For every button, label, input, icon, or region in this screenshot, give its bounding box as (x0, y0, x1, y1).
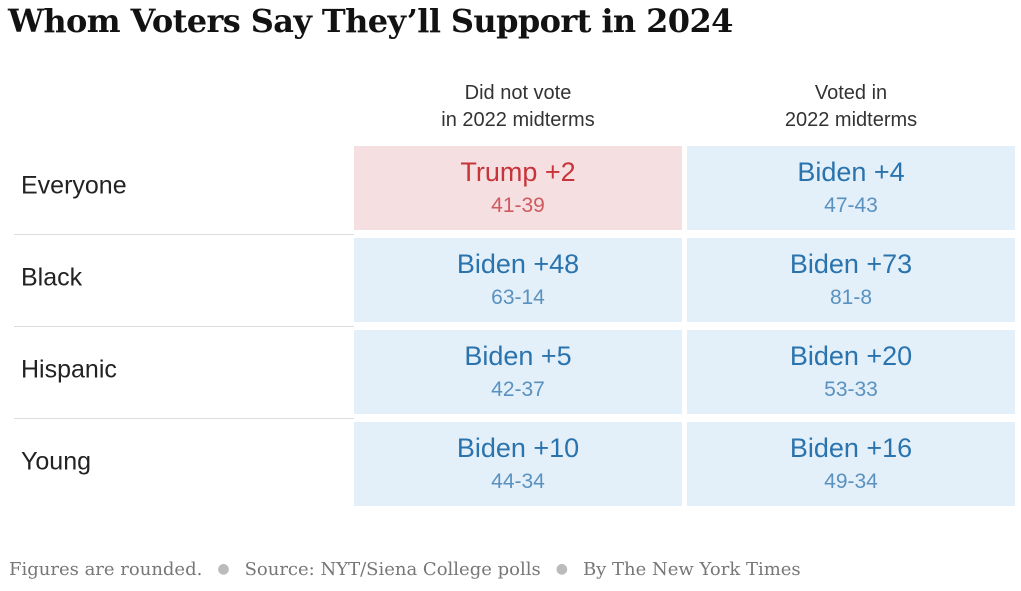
footer-source: Source: NYT/Siena College polls (244, 559, 541, 580)
result-cell: Biden +20 53-33 (687, 330, 1015, 414)
score-label: 42-37 (491, 378, 545, 401)
result-cell: Biden +73 81-8 (687, 238, 1015, 322)
column-header-did-not-vote: Did not vote in 2022 midterms (441, 82, 595, 131)
row-divider (14, 418, 354, 419)
result-cell: Biden +10 44-34 (354, 422, 682, 506)
score-label: 81-8 (829, 286, 873, 309)
chart-title: Whom Voters Say They’ll Support in 2024 (8, 2, 733, 40)
footer: Figures are rounded. ● Source: NYT/Siena C… (9, 559, 801, 580)
footer-note: Figures are rounded. (9, 559, 203, 580)
separator-dot: ● (217, 561, 230, 577)
margin-label: Biden +10 (456, 433, 580, 463)
row-label: Black (21, 263, 83, 292)
margin-label: Biden +20 (789, 341, 913, 371)
row-label: Young (21, 447, 91, 476)
margin-label: Trump +2 (460, 157, 576, 187)
margin-label: Biden +48 (456, 249, 580, 279)
score-label: 47-43 (824, 194, 878, 217)
result-cell: Trump +2 41-39 (354, 146, 682, 230)
score-label: 49-34 (824, 470, 878, 493)
row-label: Everyone (21, 171, 127, 200)
row-label: Hispanic (21, 355, 117, 384)
footer-credit: By The New York Times (582, 559, 801, 580)
score-label: 41-39 (491, 194, 545, 217)
row-divider (14, 326, 354, 327)
row-divider (14, 234, 354, 235)
column-header-voted: Voted in 2022 midterms (784, 82, 918, 131)
score-label: 53-33 (824, 378, 878, 401)
margin-label: Biden +4 (797, 157, 905, 187)
result-cell: Biden +5 42-37 (354, 330, 682, 414)
margin-label: Biden +5 (464, 341, 572, 371)
result-cell: Biden +16 49-34 (687, 422, 1015, 506)
score-label: 44-34 (491, 470, 545, 493)
result-cell: Biden +48 63-14 (354, 238, 682, 322)
separator-dot: ● (555, 561, 568, 577)
margin-label: Biden +16 (789, 433, 913, 463)
result-cell: Biden +4 47-43 (687, 146, 1015, 230)
score-label: 63-14 (491, 286, 545, 309)
margin-label: Biden +73 (789, 249, 913, 279)
